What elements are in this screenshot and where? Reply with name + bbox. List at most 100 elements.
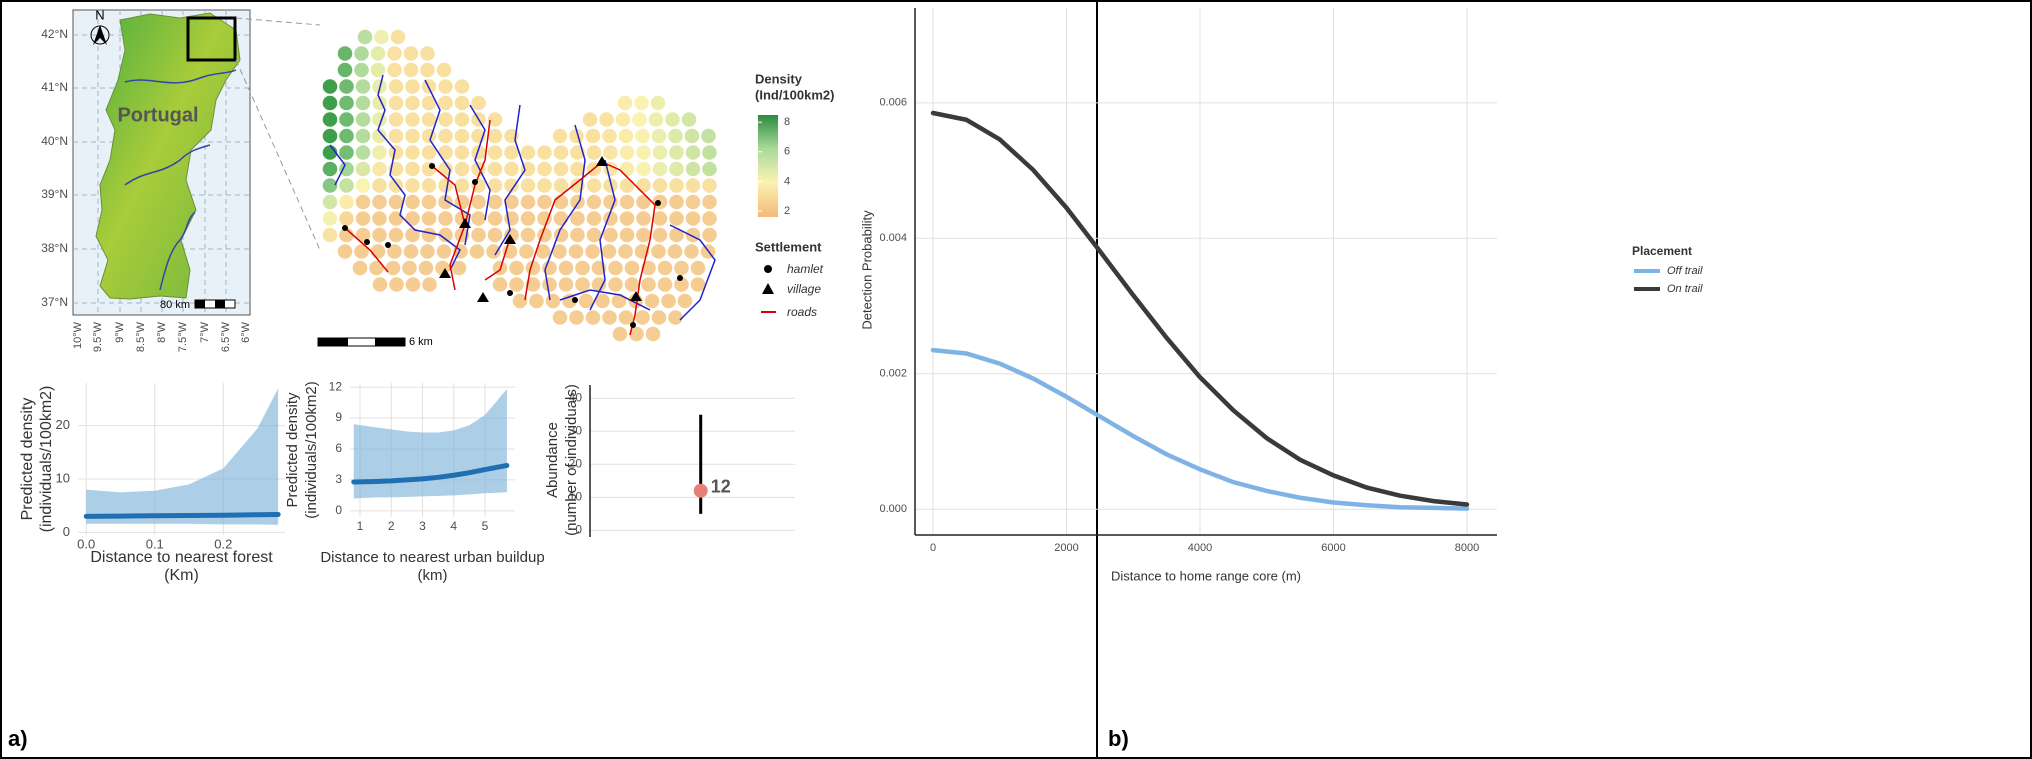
- lon-label: 9°W: [114, 321, 126, 343]
- density-dot: [504, 211, 519, 226]
- density-dot: [668, 129, 683, 144]
- colorbar-label: 8: [784, 116, 790, 128]
- density-dot: [625, 277, 640, 292]
- density-dot: [372, 178, 387, 193]
- legend-title: (Ind/100km2): [755, 87, 834, 102]
- density-dot: [569, 310, 584, 325]
- density-dot: [339, 145, 354, 160]
- density-dot: [618, 244, 633, 259]
- scale-bar: [375, 338, 405, 346]
- figure: a) b) N Portugal 80 km 42°N41°N40°N39°N3…: [0, 0, 2032, 759]
- density-dot: [422, 277, 437, 292]
- density-dot: [422, 178, 437, 193]
- density-dot: [652, 129, 667, 144]
- density-dot: [685, 129, 700, 144]
- density-dot: [419, 261, 434, 276]
- legend-symbol: [764, 265, 772, 273]
- density-dot: [358, 30, 373, 45]
- density-dot: [455, 96, 470, 111]
- density-dot: [493, 277, 508, 292]
- density-dot: [592, 277, 607, 292]
- density-dot: [389, 112, 404, 127]
- x-tick-label: 4: [450, 519, 457, 533]
- density-dot: [369, 261, 384, 276]
- density-dot: [521, 228, 536, 243]
- density-dot: [665, 112, 680, 127]
- x-tick-label: 5: [482, 519, 489, 533]
- density-dot: [636, 145, 651, 160]
- x-tick-label: 2: [388, 519, 395, 533]
- density-dot: [686, 211, 701, 226]
- legend-label: roads: [787, 305, 817, 319]
- density-dot: [553, 129, 568, 144]
- charts: 010200.00.10.2Predicted density(individu…: [19, 8, 1703, 584]
- density-dot: [438, 211, 453, 226]
- density-dot: [702, 211, 717, 226]
- density-dot: [603, 195, 618, 210]
- density-dot: [537, 178, 552, 193]
- density-dot: [405, 96, 420, 111]
- density-dot: [634, 96, 649, 111]
- density-dot: [608, 261, 623, 276]
- density-dot: [389, 145, 404, 160]
- density-dot: [323, 228, 338, 243]
- legend-title: Settlement: [755, 239, 822, 254]
- density-dot: [521, 195, 536, 210]
- density-dot: [669, 162, 684, 177]
- density-dot: [702, 228, 717, 243]
- density-dot: [339, 96, 354, 111]
- lon-label: 7°W: [199, 321, 211, 343]
- lat-label: 40°N: [41, 134, 68, 148]
- density-dot: [455, 129, 470, 144]
- density-dot: [386, 261, 401, 276]
- density-dot: [504, 145, 519, 160]
- density-dot: [635, 310, 650, 325]
- x-axis-title: Distance to nearest urban buildup: [320, 549, 544, 566]
- density-dot: [554, 211, 569, 226]
- density-dot: [488, 195, 503, 210]
- density-dot: [471, 96, 486, 111]
- density-dot: [323, 112, 338, 127]
- y-tick-label: 9: [335, 410, 342, 424]
- density-dot: [587, 195, 602, 210]
- density-dot: [372, 145, 387, 160]
- density-dot: [542, 261, 557, 276]
- density-dot: [652, 310, 667, 325]
- point: [694, 484, 708, 498]
- x-axis-title: Distance to nearest forest: [90, 549, 273, 566]
- y-axis-title: (individuals/100km2): [38, 386, 55, 533]
- density-dot: [519, 244, 534, 259]
- chart: 010203040Abundance(number of individuals…: [544, 384, 795, 537]
- density-dot: [702, 145, 717, 160]
- lon-label: 9.5°W: [92, 321, 104, 352]
- lat-label: 41°N: [41, 80, 68, 94]
- density-dot: [389, 79, 404, 94]
- density-dot: [625, 261, 640, 276]
- density-dot: [702, 162, 717, 177]
- density-dot: [422, 228, 437, 243]
- y-tick-label: 12: [329, 379, 343, 393]
- lon-label: 8.5°W: [135, 321, 147, 352]
- density-dot: [620, 145, 635, 160]
- density-dot: [653, 211, 668, 226]
- density-dot: [653, 178, 668, 193]
- frame: [1, 1, 2031, 758]
- density-dot: [437, 244, 452, 259]
- density-dot: [387, 46, 402, 61]
- y-tick-label: 0.004: [879, 232, 907, 244]
- scale-label: 6 km: [409, 336, 433, 348]
- density-dot: [405, 112, 420, 127]
- density-dot: [323, 211, 338, 226]
- density-dot: [632, 112, 647, 127]
- density-dot: [422, 129, 437, 144]
- density-dot: [537, 162, 552, 177]
- density-dot: [658, 261, 673, 276]
- density-dot: [702, 195, 717, 210]
- x-axis-title: Distance to home range core (m): [1111, 568, 1301, 583]
- density-dot: [405, 178, 420, 193]
- density-dot: [701, 129, 716, 144]
- density-dot: [570, 195, 585, 210]
- density-dot: [674, 261, 689, 276]
- density-dot: [646, 327, 661, 342]
- y-tick-label: 20: [56, 417, 70, 432]
